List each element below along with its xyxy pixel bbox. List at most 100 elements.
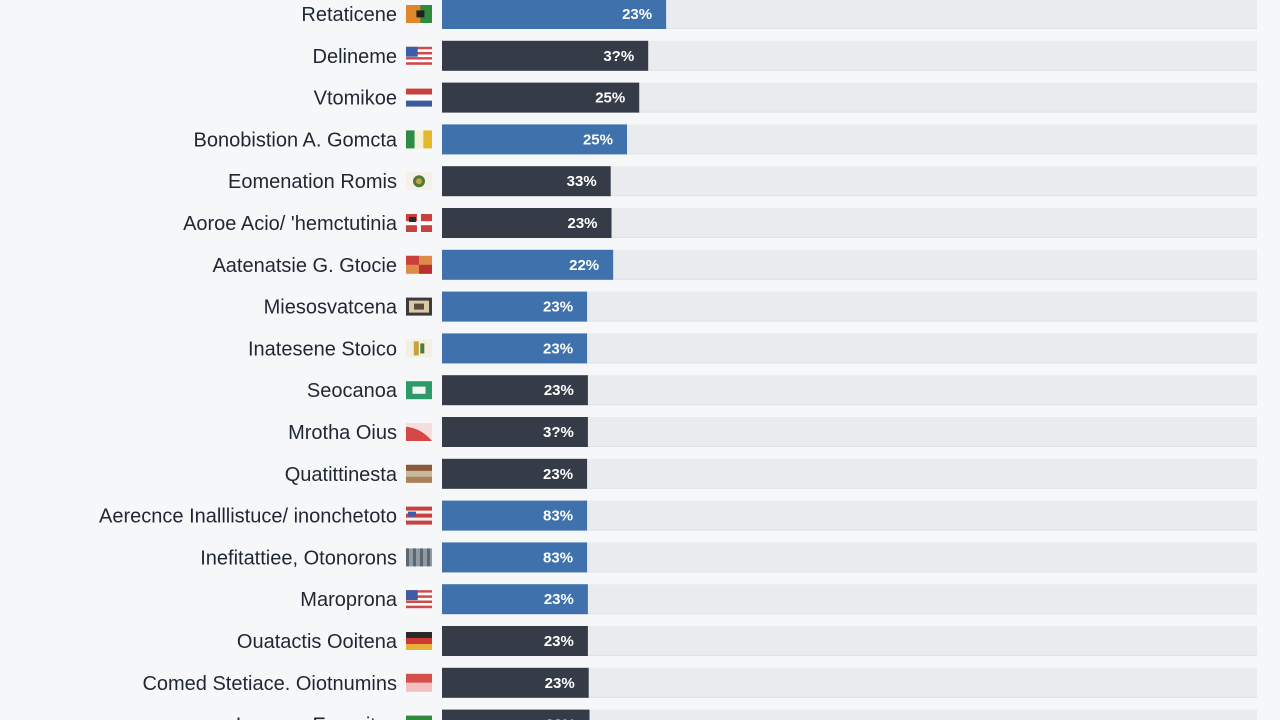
- bar-row: 3?% Delineme: [313, 40, 1257, 71]
- category-label: Delineme: [313, 46, 397, 68]
- track-edge: [442, 446, 1257, 447]
- data-label: 22%: [569, 257, 599, 274]
- bar-row: 23% Quatittinesta: [285, 458, 1257, 489]
- category-label: Miesosvatcena: [264, 297, 398, 319]
- flag-us-icon: [406, 590, 432, 609]
- bar-row: 22% Aatenatsie G. Gtocie: [212, 249, 1257, 280]
- flag-red-orange-icon: [406, 255, 432, 274]
- data-label: 23%: [544, 633, 574, 650]
- category-label: Ouatactis Ooitena: [237, 631, 398, 653]
- data-label: 23%: [543, 340, 573, 357]
- category-label: Bonobistion A. Gomcta: [194, 129, 398, 151]
- flag-red-swoosh-icon: [406, 423, 432, 441]
- bar-row: 23% Inaesoe Ereonitce: [236, 709, 1257, 720]
- bar-row: 23% Miesosvatcena: [264, 291, 1257, 322]
- track-edge: [442, 195, 1257, 197]
- data-label: 3?%: [543, 424, 574, 441]
- track-edge: [442, 111, 1257, 113]
- category-label: Vtomikoe: [314, 88, 397, 110]
- data-label: 23%: [567, 215, 597, 232]
- bar-row: 83% Inefitattiee, Otonorons: [200, 542, 1257, 573]
- bar: [442, 291, 588, 322]
- track-edge: [442, 28, 1257, 29]
- data-label: 23%: [543, 466, 573, 483]
- track-edge: [442, 613, 1257, 615]
- track-edge: [442, 696, 1257, 698]
- bar-row: 23% Seocanoa: [307, 375, 1257, 406]
- category-label: Inatesene Stoico: [248, 338, 397, 360]
- bar: [442, 249, 614, 280]
- flag-red-pink-icon: [406, 673, 432, 692]
- category-label: Retaticene: [301, 4, 397, 26]
- data-label: 23%: [544, 382, 574, 399]
- flag-beige-icon: [406, 339, 432, 358]
- bar-row: 83% Aerecnce Inalllistuce/ inonchetoto: [99, 500, 1257, 531]
- bar: [442, 626, 588, 656]
- bar-row: 25% Vtomikoe: [314, 82, 1257, 113]
- bar: [442, 124, 628, 155]
- track-edge: [442, 655, 1257, 656]
- bar: [442, 166, 611, 197]
- bar: [442, 458, 588, 489]
- bar-row: 23% Retaticene: [301, 0, 1257, 29]
- category-label: Comed Stetiace. Oiotnumins: [142, 673, 397, 695]
- flag-red-white-blue-icon: [406, 88, 432, 107]
- data-label: 25%: [595, 90, 625, 107]
- track-edge: [442, 529, 1257, 531]
- category-label: Aoroe Acio/ 'hemctutinia: [183, 213, 398, 235]
- bar: [442, 542, 588, 573]
- category-label: Aerecnce Inalllistuce/ inonchetoto: [99, 506, 397, 528]
- bar: [442, 208, 612, 238]
- bar-track: [442, 709, 1257, 720]
- bar-row: 23% Maroprona: [300, 584, 1257, 615]
- flag-germany-icon: [406, 632, 432, 650]
- flag-grey-pattern-icon: [406, 548, 432, 567]
- flag-green-dark-icon: [406, 715, 432, 720]
- flag-brown-icon: [406, 464, 432, 483]
- data-label: 23%: [544, 591, 574, 608]
- flag-red-cross-icon: [406, 214, 432, 232]
- data-label: 23%: [545, 675, 575, 692]
- bar: [442, 500, 588, 531]
- flag-red-stripes-icon: [406, 506, 432, 525]
- bar: [442, 82, 640, 113]
- bar-row: 25% Bonobistion A. Gomcta: [194, 124, 1257, 155]
- bar-row: 23% Comed Stetiace. Oiotnumins: [142, 667, 1257, 698]
- bar-row: 33% Eomenation Romis: [228, 166, 1257, 197]
- bar-row: 23% Ouatactis Ooitena: [237, 626, 1257, 656]
- category-label: Quatittinesta: [285, 464, 398, 486]
- flag-orange-green-icon: [406, 5, 432, 23]
- track-edge: [442, 278, 1257, 280]
- data-label: 83%: [543, 549, 573, 566]
- data-label: 23%: [545, 717, 575, 720]
- track-edge: [442, 362, 1257, 364]
- flag-dark-pattern-icon: [406, 297, 432, 316]
- bar: [442, 667, 589, 698]
- bar: [442, 584, 588, 615]
- category-label: Seocanoa: [307, 380, 398, 402]
- track-edge: [442, 237, 1257, 238]
- flag-green-icon: [406, 381, 432, 400]
- bar: [442, 417, 588, 447]
- bar: [442, 709, 590, 720]
- category-label: Inaesoe Ereonitce: [236, 715, 397, 720]
- category-label: Maroprona: [300, 589, 398, 611]
- track-edge: [442, 571, 1257, 573]
- category-label: Mrotha Oius: [288, 422, 397, 444]
- data-label: 23%: [543, 299, 573, 316]
- flag-emblem-icon: [406, 172, 432, 191]
- bar: [442, 375, 588, 406]
- bar-row: 3?% Mrotha Oius: [288, 417, 1257, 447]
- bar: [442, 40, 649, 71]
- category-label: Inefitattiee, Otonorons: [200, 547, 397, 569]
- data-label: 33%: [567, 173, 597, 190]
- bar: [442, 333, 588, 364]
- bar-row: 23% Inatesene Stoico: [248, 333, 1257, 364]
- track-edge: [442, 487, 1257, 489]
- flag-green-yellow-icon: [406, 130, 432, 149]
- bar-row: 23% Aoroe Acio/ 'hemctutinia: [183, 208, 1257, 238]
- track-edge: [442, 153, 1257, 155]
- data-label: 25%: [583, 131, 613, 148]
- track-edge: [442, 69, 1257, 71]
